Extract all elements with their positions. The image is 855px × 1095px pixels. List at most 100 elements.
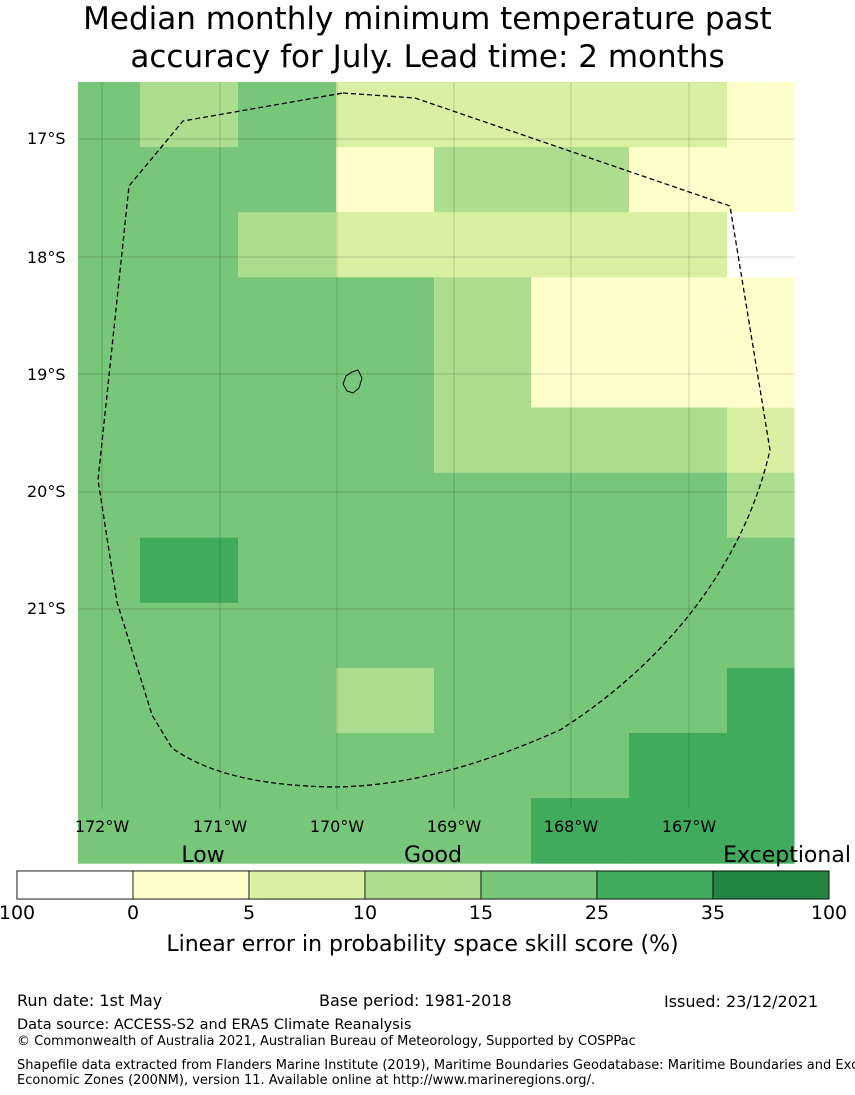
grid-cell	[140, 82, 239, 148]
grid-cell	[531, 342, 630, 408]
grid-cell	[727, 537, 795, 604]
cb-tick-4: 15	[468, 902, 494, 924]
grid-cell	[531, 82, 630, 148]
cb-tick-3: 10	[352, 902, 378, 924]
grid-cell	[629, 798, 728, 864]
grid-cell	[727, 667, 795, 734]
colorbar-segment	[16, 870, 134, 900]
lat-label-19s: 19°S	[27, 365, 66, 384]
grid-cell	[531, 733, 630, 799]
grid-cell	[434, 798, 532, 864]
grid-cell	[531, 472, 630, 539]
grid-cell	[78, 667, 141, 734]
grid-cell	[629, 342, 728, 408]
grid-cell	[727, 472, 795, 539]
category-low: Low	[181, 843, 225, 868]
grid-cell	[336, 82, 435, 148]
grid-cell	[434, 407, 532, 474]
grid-cell	[434, 147, 532, 213]
grid-cell	[78, 602, 141, 669]
grid-cell	[140, 342, 239, 408]
grid-cell	[727, 147, 795, 213]
niue-island	[342, 369, 363, 394]
colorbar-segment	[248, 870, 366, 900]
grid-cell	[336, 277, 435, 343]
grid-cell	[727, 82, 795, 148]
grid-cell	[531, 212, 630, 278]
cb-tick-6: 35	[700, 902, 726, 924]
grid-cell	[434, 667, 532, 734]
lon-label-169w: 169°W	[426, 817, 482, 836]
grid-cell	[629, 212, 728, 278]
grid-cell	[78, 472, 141, 539]
grid-cell	[238, 798, 337, 864]
grid-cell	[140, 277, 239, 343]
copyright: © Commonwealth of Australia 2021, Austra…	[17, 1034, 636, 1049]
chart-title: Median monthly minimum temperature past …	[0, 0, 855, 76]
grid-cell	[78, 147, 141, 213]
grid-cell	[238, 147, 337, 213]
grid-cell	[336, 407, 435, 474]
grid-cell	[238, 342, 337, 408]
grid-cell	[78, 798, 141, 864]
lon-label-171w: 171°W	[192, 817, 248, 836]
grid-cell	[531, 407, 630, 474]
grid-cell	[238, 407, 337, 474]
grid-cell	[727, 212, 795, 278]
cb-tick-7: 100	[810, 902, 848, 924]
grid-cell	[434, 277, 532, 343]
grid-cell	[434, 82, 532, 148]
grid-cell	[238, 277, 337, 343]
grid-cell	[140, 667, 239, 734]
lat-label-21s: 21°S	[27, 599, 66, 618]
grid-cell	[727, 407, 795, 474]
category-good: Good	[404, 843, 462, 868]
grid-cell	[78, 277, 141, 343]
colorbar-segment	[480, 870, 598, 900]
grid-cell	[238, 667, 337, 734]
grid-cell	[140, 212, 239, 278]
grid-cell	[727, 733, 795, 799]
grid-cell	[727, 602, 795, 669]
grid-cell	[238, 472, 337, 539]
colorbar-segment	[712, 870, 830, 900]
grid-cell	[336, 667, 435, 734]
grid-cell	[531, 667, 630, 734]
colorbar-segment	[364, 870, 482, 900]
grid-cell	[336, 472, 435, 539]
lat-label-18s: 18°S	[27, 248, 66, 267]
lat-label-20s: 20°S	[27, 482, 66, 501]
eez-boundary	[97, 92, 771, 788]
grid-cell	[629, 537, 728, 604]
grid-cell	[434, 537, 532, 604]
run-date: Run date: 1st May	[17, 991, 163, 1010]
grid-cell	[336, 733, 435, 799]
grid-cell	[78, 407, 141, 474]
colorbar-segment	[132, 870, 250, 900]
grid-cell	[336, 602, 435, 669]
grid-cell	[140, 472, 239, 539]
title-line-1: Median monthly minimum temperature past	[83, 1, 772, 37]
grid-cell	[629, 147, 728, 213]
grid-cell	[727, 798, 795, 864]
grid-cell	[629, 82, 728, 148]
colorbar	[16, 870, 830, 900]
grid-cell	[78, 733, 141, 799]
grid-cell	[336, 147, 435, 213]
title-line-2: accuracy for July. Lead time: 2 months	[130, 39, 725, 75]
shapefile-credit-line-1: Shapefile data extracted from Flanders M…	[17, 1058, 855, 1073]
lon-label-170w: 170°W	[309, 817, 365, 836]
grid-cell	[336, 212, 435, 278]
grid-cell	[434, 733, 532, 799]
cb-tick-1: 0	[126, 902, 140, 924]
grid-cell	[336, 342, 435, 408]
grid-cell	[434, 212, 532, 278]
colorbar-title: Linear error in probability space skill …	[166, 932, 679, 957]
grid-cell	[727, 277, 795, 343]
grid-cell	[78, 537, 141, 604]
grid-cell	[140, 537, 239, 604]
grid-cell	[531, 537, 630, 604]
grid-cell	[629, 602, 728, 669]
grid-cell	[629, 407, 728, 474]
